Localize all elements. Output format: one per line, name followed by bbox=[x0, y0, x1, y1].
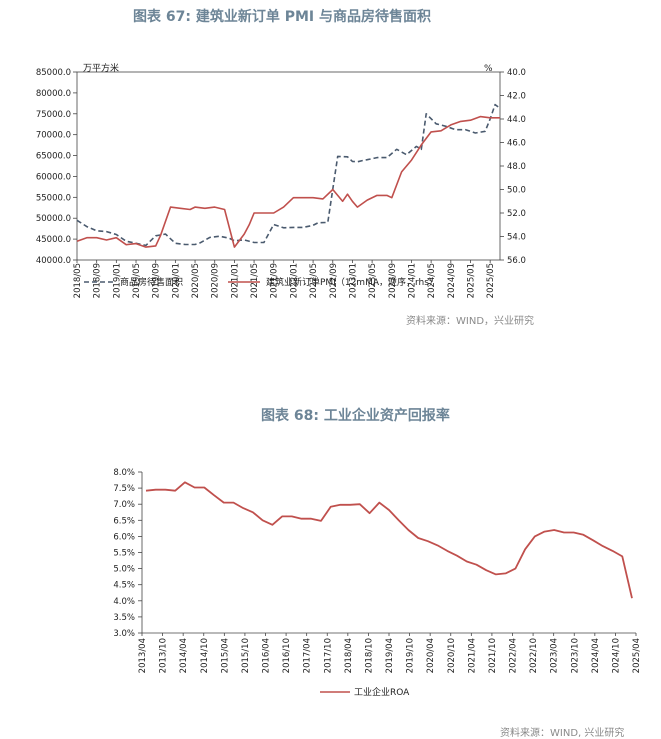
chart1-x-tick-label: 2019/05 bbox=[132, 263, 142, 298]
chart2-y-tick-label: 7.0% bbox=[113, 500, 135, 510]
chart2-x-tick-label: 2022/04 bbox=[509, 638, 519, 673]
chart2-x-tick-label: 2016/04 bbox=[262, 638, 272, 673]
chart2-y-tick-label: 5.0% bbox=[113, 565, 135, 575]
chart1-x-tick-label: 2024/09 bbox=[447, 263, 457, 298]
chart1-right-tick-label: 40.0 bbox=[507, 68, 526, 78]
chart1-x-tick-label: 2024/01 bbox=[407, 263, 417, 298]
chart2-y-tick-label: 6.5% bbox=[113, 516, 135, 526]
chart2-x-tick-label: 2017/04 bbox=[303, 638, 313, 673]
chart2-x-tick-label: 2022/10 bbox=[529, 638, 539, 673]
chart2-x-tick-label: 2013/04 bbox=[138, 638, 148, 673]
chart1-x-tick-label: 2022/09 bbox=[329, 263, 339, 298]
chart1-right-tick-label: 44.0 bbox=[507, 115, 526, 125]
chart1-frame bbox=[76, 71, 501, 261]
chart2-x-tick-label: 2013/10 bbox=[159, 638, 169, 673]
chart1-left-tick-label: 40000.0 bbox=[36, 256, 71, 266]
chart1-x-tick-label: 2021/01 bbox=[230, 263, 240, 298]
chart2-x-tick-label: 2016/10 bbox=[282, 638, 292, 673]
chart1-right-tick-label: 56.0 bbox=[507, 256, 526, 266]
chart1-x-tick-label: 2023/09 bbox=[388, 263, 398, 298]
chart1-left-tick-label: 85000.0 bbox=[36, 68, 71, 78]
chart1-right-tick-label: 48.0 bbox=[507, 162, 526, 172]
chart2-x-tick-label: 2014/10 bbox=[200, 638, 210, 673]
chart2-x-tick-label: 2020/10 bbox=[447, 638, 457, 673]
chart1-right-tick-label: 52.0 bbox=[507, 209, 526, 219]
chart1-left-tick-label: 55000.0 bbox=[36, 193, 71, 203]
chart2-x-tick-label: 2023/10 bbox=[570, 638, 580, 673]
chart2-y-tick-label: 4.5% bbox=[113, 581, 135, 591]
chart2-x-tick-label: 2014/04 bbox=[179, 638, 189, 673]
chart2-x-tick-label: 2024/10 bbox=[611, 638, 621, 673]
chart2-x-tick-label: 2018/10 bbox=[364, 638, 374, 673]
chart1-x-tick-label: 2023/01 bbox=[348, 263, 358, 298]
chart2-y-tick-label: 4.0% bbox=[113, 597, 135, 607]
chart1-series-inventory-line bbox=[76, 103, 501, 247]
chart2-x-tick-label: 2023/04 bbox=[550, 638, 560, 673]
chart2-y-tick-label: 6.0% bbox=[113, 532, 135, 542]
chart1-x-tick-label: 2019/01 bbox=[112, 263, 122, 298]
chart2-x-tick-label: 2018/04 bbox=[344, 638, 354, 673]
chart1-left-tick-label: 45000.0 bbox=[36, 235, 71, 245]
chart1-x-tick-label: 2021/09 bbox=[270, 263, 280, 298]
chart1-left-tick-label: 50000.0 bbox=[36, 214, 71, 224]
chart2: 8.0% 7.5% 7.0% 6.5% 6.0% 5.5% 5.0% 4.5% 4.0% 3.5%… bbox=[113, 468, 642, 698]
chart1-x-tick-label: 2021/05 bbox=[250, 263, 260, 298]
chart1-right-tick-label: 46.0 bbox=[507, 139, 526, 149]
chart1-legend: 商品房待售面积 建筑业新订单PMI（12mMA，逆序，rhs） bbox=[84, 276, 438, 288]
chart1-right-tick-label: 50.0 bbox=[507, 186, 526, 196]
chart1-x-tick-label: 2022/01 bbox=[289, 263, 299, 298]
chart1-x-tick-label: 2020/09 bbox=[211, 263, 221, 298]
chart1-x-tick-label: 2020/05 bbox=[191, 263, 201, 298]
chart1-right-unit: % bbox=[484, 64, 493, 74]
chart1-x-tick-label: 2018/05 bbox=[73, 263, 83, 298]
chart2-y-tick-label: 3.5% bbox=[113, 613, 135, 623]
chart2-x-tick-label: 2015/04 bbox=[220, 638, 230, 673]
chart2-x-tick-label: 2021/04 bbox=[467, 638, 477, 673]
chart1-x-tick-label: 2023/05 bbox=[368, 263, 378, 298]
chart2-x-tick-label: 2019/10 bbox=[406, 638, 416, 673]
chart1-right-tick-label: 42.0 bbox=[507, 92, 526, 102]
chart2-y-tick-label: 7.5% bbox=[113, 484, 135, 494]
chart1-x-tick-label: 2019/09 bbox=[152, 263, 162, 298]
chart1-x-tick-label: 2025/05 bbox=[486, 263, 496, 298]
chart2-x-tick-label: 2019/04 bbox=[385, 638, 395, 673]
chart1-x-tick-label: 2020/01 bbox=[171, 263, 181, 298]
chart1-legend-pmi: 建筑业新订单PMI（12mMA，逆序，rhs） bbox=[266, 276, 438, 288]
chart1-legend-inventory: 商品房待售面积 bbox=[120, 276, 183, 288]
chart1-left-tick-label: 80000.0 bbox=[36, 89, 71, 99]
chart1-x-tick-label: 2024/05 bbox=[427, 263, 437, 298]
chart1: 万平方米 % 85000.0 80000.0 75000.0 70000.0 65000… bbox=[36, 62, 526, 298]
chart2-x-tick-label: 2025/04 bbox=[632, 638, 642, 673]
chart1-x-tick-label: 2025/01 bbox=[466, 263, 476, 298]
chart2-title: 图表 68: 工业企业资产回报率 bbox=[261, 408, 450, 424]
chart2-x-tick-label: 2015/10 bbox=[241, 638, 251, 673]
chart1-left-tick-label: 70000.0 bbox=[36, 131, 71, 141]
chart2-source: 资料来源：WIND, 兴业研究 bbox=[500, 728, 625, 739]
chart1-left-tick-label: 60000.0 bbox=[36, 172, 71, 182]
chart1-right-tick-label: 54.0 bbox=[507, 233, 526, 243]
chart2-legend-roa: 工业企业ROA bbox=[354, 686, 410, 698]
chart1-title: 图表 67: 建筑业新订单 PMI 与商品房待售面积 bbox=[133, 9, 431, 25]
chart2-x-tick-label: 2020/04 bbox=[426, 638, 436, 673]
chart1-left-tick-label: 65000.0 bbox=[36, 152, 71, 162]
chart2-x-tick-label: 2017/10 bbox=[323, 638, 333, 673]
chart2-y-tick-label: 8.0% bbox=[113, 468, 135, 478]
chart2-series-roa-line bbox=[145, 481, 633, 599]
chart2-x-tick-label: 2024/04 bbox=[591, 638, 601, 673]
chart1-left-unit: 万平方米 bbox=[83, 62, 119, 74]
chart1-x-tick-label: 2022/05 bbox=[309, 263, 319, 298]
chart2-x-tick-label: 2021/10 bbox=[488, 638, 498, 673]
chart2-y-tick-label: 3.0% bbox=[113, 629, 135, 639]
chart1-plot-border bbox=[76, 71, 501, 261]
chart2-y-tick-label: 5.5% bbox=[113, 549, 135, 559]
chart1-source: 资料来源：WIND，兴业研究 bbox=[406, 316, 535, 327]
chart2-legend: 工业企业ROA bbox=[320, 686, 410, 698]
chart1-x-tick-label: 2018/09 bbox=[93, 263, 103, 298]
chart1-series-pmi-line bbox=[76, 115, 500, 248]
chart1-left-tick-label: 75000.0 bbox=[36, 110, 71, 120]
